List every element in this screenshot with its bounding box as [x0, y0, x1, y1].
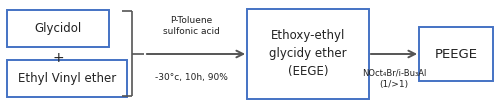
Text: Ethoxy-ethyl
glycidy ether
(EEGE): Ethoxy-ethyl glycidy ether (EEGE) — [269, 29, 347, 79]
FancyBboxPatch shape — [7, 60, 127, 97]
Text: PEEGE: PEEGE — [434, 48, 478, 60]
Text: P-Toluene
sulfonic acid: P-Toluene sulfonic acid — [162, 16, 220, 36]
Text: NOct₄Br/i-Bu₃Al: NOct₄Br/i-Bu₃Al — [362, 68, 426, 77]
FancyBboxPatch shape — [419, 27, 493, 81]
Text: Ethyl Vinyl ether: Ethyl Vinyl ether — [18, 72, 116, 85]
Text: -30°c, 10h, 90%: -30°c, 10h, 90% — [154, 73, 228, 82]
FancyBboxPatch shape — [247, 9, 369, 99]
Text: Glycidol: Glycidol — [34, 22, 82, 35]
FancyBboxPatch shape — [7, 10, 109, 47]
Text: +: + — [52, 51, 64, 65]
Text: (1/>1): (1/>1) — [380, 80, 408, 89]
